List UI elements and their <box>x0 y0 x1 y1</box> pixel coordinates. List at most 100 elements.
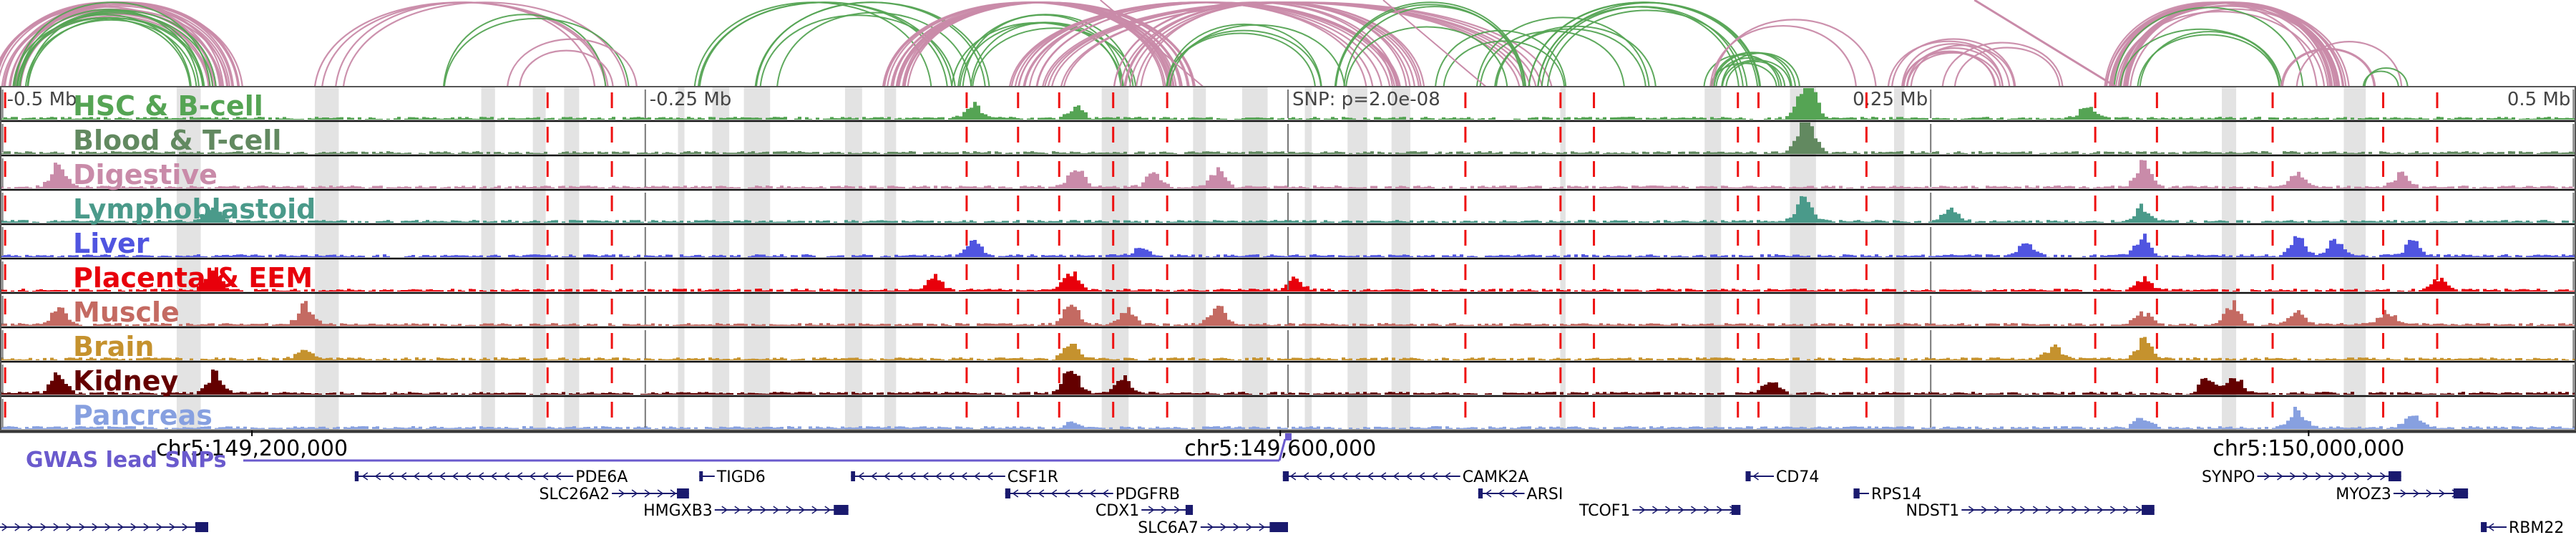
strand-arrow-icon <box>799 506 806 514</box>
gene-arsi: ARSI <box>1478 486 1563 503</box>
gene-pde6a: PDE6A <box>354 468 628 486</box>
strand-arrow-icon <box>1246 523 1253 531</box>
strand-arrow-icon <box>104 523 112 531</box>
interaction-arc <box>1709 25 1857 87</box>
gene-ndst1: NDST1 <box>1906 502 2155 520</box>
interaction-arc <box>313 1 607 87</box>
strand-arrow-icon <box>2316 472 2322 481</box>
strand-arrow-icon <box>2032 506 2039 514</box>
interaction-arc <box>2280 47 2376 87</box>
gene-cd74: CD74 <box>1745 468 1819 486</box>
interaction-arc <box>1382 0 1487 87</box>
interaction-arc <box>959 21 1132 87</box>
interaction-arc <box>1496 25 1657 87</box>
strand-arrow-icon <box>883 472 890 481</box>
strand-arrow-icon <box>773 506 780 514</box>
gene-label: TIGD6 <box>716 468 766 486</box>
interaction-arc <box>507 38 638 87</box>
gene-label: SLC6A7 <box>1138 519 1199 537</box>
strand-arrow-icon <box>2303 472 2309 481</box>
strand-arrow-icon <box>1341 472 1348 481</box>
strand-arrow-icon <box>2487 523 2494 531</box>
interaction-arc <box>902 1 1165 87</box>
interaction-arc <box>2137 34 2280 87</box>
interaction-arc <box>1712 52 1792 87</box>
strand-arrow-icon <box>747 506 754 514</box>
gwas-track[interactable]: GWAS lead SNPs <box>26 433 1292 473</box>
strand-arrow-icon <box>986 472 993 481</box>
strand-arrow-icon <box>1076 489 1083 498</box>
gwas-connector <box>1278 438 1287 461</box>
strand-arrow-icon <box>361 472 369 481</box>
track-label: Kidney <box>73 365 178 397</box>
gwas-snp-marker[interactable] <box>1285 433 1292 440</box>
interaction-arc <box>519 49 614 87</box>
gene-label: ARSI <box>1527 486 1563 503</box>
interaction-arc <box>1528 1 1759 87</box>
strand-arrow-icon <box>1968 506 1975 514</box>
strand-arrow-icon <box>1012 489 1019 498</box>
scale-label: 0.5 Mb <box>2507 89 2571 110</box>
gene-label: PDGFRB <box>1116 486 1180 503</box>
strand-arrow-icon <box>947 472 955 481</box>
scale-label: -0.25 Mb <box>650 89 731 110</box>
strand-arrow-icon <box>1380 472 1387 481</box>
interaction-arc <box>1100 0 1204 87</box>
signal-bars <box>0 369 2576 395</box>
interaction-arc <box>1435 29 1567 87</box>
gene-myoz3: MYOZ3 <box>2336 486 2469 503</box>
strand-arrow-icon <box>1678 506 1684 514</box>
signal-bars <box>0 337 2576 360</box>
interaction-arc <box>442 14 607 87</box>
strand-arrow-icon <box>1639 506 1646 514</box>
interaction-arc <box>1479 30 1625 87</box>
coordinate-axis: chr5:149,200,000 chr5:149,600,000 chr5:150… <box>0 430 2576 461</box>
strand-arrow-icon <box>1485 489 1492 498</box>
tracks-frame <box>0 86 2576 431</box>
interaction-arc <box>1443 40 1566 87</box>
strand-arrow-icon <box>490 472 497 481</box>
snp-markers <box>4 87 2439 430</box>
track-label: HSC & B-cell <box>73 90 263 122</box>
strand-arrow-icon <box>14 523 21 531</box>
strand-arrow-icon <box>631 489 638 498</box>
gene-exon <box>2388 471 2401 481</box>
strand-arrow-icon <box>53 523 60 531</box>
strand-arrow-icon <box>2426 489 2433 498</box>
strand-arrow-icon <box>644 489 651 498</box>
strand-arrow-icon <box>786 506 793 514</box>
strand-arrow-icon <box>1148 506 1155 514</box>
gene-b: B <box>0 522 209 532</box>
track-kidney <box>0 369 2576 397</box>
interaction-arc <box>1345 26 1508 87</box>
strand-arrow-icon <box>1994 506 2001 514</box>
track-label: Muscle <box>73 296 180 328</box>
track-label: Blood & T-cell <box>73 125 281 156</box>
interaction-arc <box>1953 47 2061 87</box>
gene-label: PDE6A <box>575 468 628 486</box>
gene-label: SLC26A2 <box>539 486 610 503</box>
strand-arrow-icon <box>2328 472 2335 481</box>
strand-arrow-icon <box>1704 506 1710 514</box>
track-label: Liver <box>73 228 150 259</box>
interaction-arc <box>1166 29 1322 87</box>
gene-rbm22: RBM22 <box>2481 519 2564 537</box>
strand-arrow-icon <box>1405 472 1413 481</box>
strand-arrow-icon <box>857 472 864 481</box>
strand-arrow-icon <box>2413 489 2420 498</box>
strand-arrow-icon <box>182 523 189 531</box>
interaction-arc <box>9 4 233 87</box>
gene-csf1r: CSF1R <box>851 468 1058 486</box>
strand-arrow-icon <box>2019 506 2026 514</box>
interaction-arc <box>951 21 1123 87</box>
strand-arrow-icon <box>1089 489 1096 498</box>
gene-rps14: RPS14 <box>1853 486 1921 503</box>
interaction-arc <box>2119 28 2283 87</box>
gene-label: CSF1R <box>1008 468 1058 486</box>
interaction-arc <box>1546 9 1748 87</box>
strand-arrow-icon <box>92 523 99 531</box>
track-lymphoblastoid <box>0 196 2576 226</box>
interaction-arc <box>1725 61 1786 87</box>
gene-exon <box>2481 522 2487 532</box>
